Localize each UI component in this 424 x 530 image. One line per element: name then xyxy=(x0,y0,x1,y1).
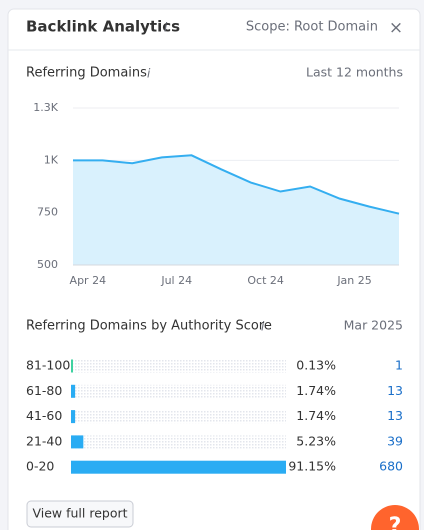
widget-title: Backlink Analytics xyxy=(26,18,180,36)
area-line xyxy=(73,154,400,215)
scope[interactable]: Scope: Root Domain xyxy=(246,20,378,35)
category-label: 0-20 xyxy=(26,459,54,474)
view-report-label[interactable]: View full report xyxy=(32,506,127,521)
bar-track xyxy=(71,359,286,373)
y-tick-label: 500 xyxy=(37,258,58,271)
count-link[interactable]: 13 xyxy=(387,408,403,423)
x-tick-label: Jan 25 xyxy=(336,274,371,287)
info-icon[interactable]: i xyxy=(261,320,265,334)
value-label: 1.74% xyxy=(296,408,336,423)
category-label: 61-80 xyxy=(26,383,62,398)
y-tick-label: 1K xyxy=(44,153,59,166)
period: Mar 2025 xyxy=(344,318,403,333)
category-label: 21-40 xyxy=(26,433,62,448)
value-label: 5.23% xyxy=(296,433,336,448)
x-tick-label: Apr 24 xyxy=(70,274,107,287)
y-tick-label: 750 xyxy=(37,206,58,219)
card xyxy=(7,8,421,530)
view-report-button[interactable] xyxy=(26,500,134,528)
category-label: 41-60 xyxy=(26,408,62,423)
bar xyxy=(71,460,286,474)
area-fill xyxy=(73,155,399,265)
period: Last 12 months xyxy=(306,65,403,80)
bar-track xyxy=(71,435,286,449)
info-icon[interactable]: i xyxy=(147,67,151,81)
help-button[interactable] xyxy=(371,505,419,530)
count-link[interactable]: 1 xyxy=(395,358,403,373)
category-label: 81-100 xyxy=(26,358,70,373)
count-link[interactable]: 13 xyxy=(387,383,403,398)
x-tick-label: Jul 24 xyxy=(160,274,192,287)
value-label: 0.13% xyxy=(296,358,336,373)
chart-title: Referring Domains xyxy=(26,66,147,81)
x-tick-label: Oct 24 xyxy=(247,274,284,287)
bar xyxy=(71,359,73,373)
bar-track xyxy=(71,384,286,398)
info-icon[interactable]: i xyxy=(164,21,168,35)
value-label: 1.74% xyxy=(296,383,336,398)
count-link[interactable]: 680 xyxy=(379,459,403,474)
chart-title: Referring Domains by Authority Score xyxy=(26,319,272,334)
bar xyxy=(71,435,84,449)
help-label[interactable]: ? xyxy=(389,514,402,530)
y-tick-label: 1.3K xyxy=(33,101,58,114)
value-label: 91.15% xyxy=(288,459,336,474)
close-button[interactable]: × xyxy=(389,18,403,38)
bar xyxy=(71,384,76,398)
bar xyxy=(71,410,76,424)
count-link[interactable]: 39 xyxy=(387,433,403,448)
bar-track xyxy=(71,410,286,424)
